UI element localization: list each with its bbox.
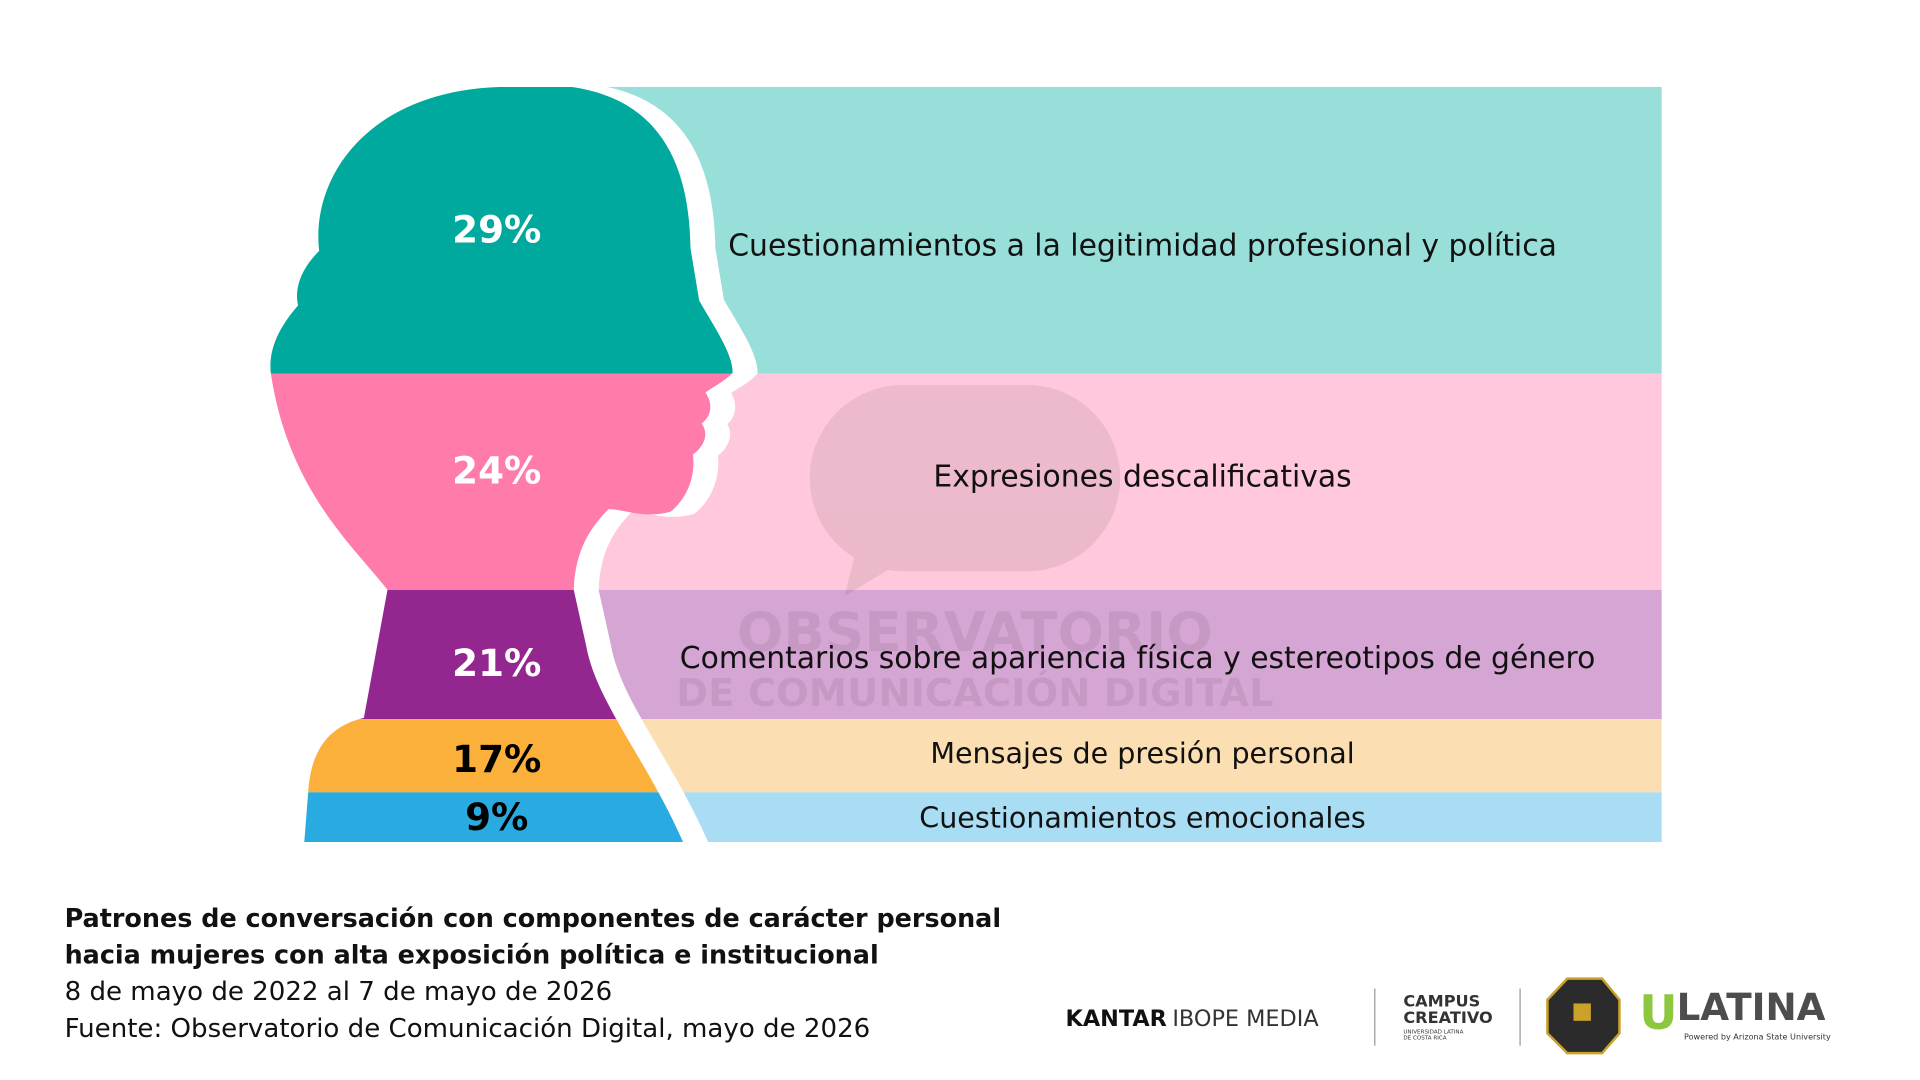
category-label: Expresiones descalificativas	[933, 460, 1351, 495]
subtitle: 8 de mayo de 2022 al 7 de mayo de 2026	[65, 977, 613, 1007]
logo-campus: CAMPUS	[1403, 992, 1480, 1011]
title: Patrones de conversación con componentes…	[65, 904, 1002, 934]
bands	[546, 86, 1662, 843]
logo-ulatina: LATINA	[1677, 985, 1826, 1029]
watermark-bubble	[809, 384, 1121, 572]
logo-ulatina: U	[1639, 986, 1677, 1041]
category-label: Cuestionamientos emocionales	[919, 801, 1366, 835]
value-label: 21%	[452, 641, 541, 685]
band	[546, 792, 1662, 843]
value-label: 24%	[452, 449, 541, 493]
logo-campus: UNIVERSIDAD LATINA	[1403, 1030, 1463, 1036]
value-label: 29%	[452, 208, 541, 252]
logo-badge	[1573, 1003, 1591, 1021]
watermark-tail	[844, 546, 907, 597]
value-label: 9%	[465, 795, 528, 839]
logo-campus: CREATIVO	[1403, 1008, 1492, 1027]
category-label: Comentarios sobre apariencia física y es…	[680, 641, 1596, 676]
title: hacia mujeres con alta exposición políti…	[65, 940, 879, 970]
logo-kantar: KANTAR	[1066, 1006, 1167, 1032]
category-label: Mensajes de presión personal	[930, 736, 1354, 770]
value-label: 17%	[452, 737, 541, 781]
logos: KANTAR IBOPE MEDIA CAMPUS CREATIVO UNIVE…	[1066, 977, 1831, 1055]
watermark-text: OBSERVATORIO	[737, 600, 1213, 664]
category-label: Cuestionamientos a la legitimidad profes…	[728, 229, 1557, 264]
band	[546, 719, 1662, 793]
logo-ulatina: Powered by Arizona State University	[1684, 1032, 1831, 1041]
labels: 29% Cuestionamientos a la legitimidad pro…	[452, 208, 1595, 839]
source: Fuente: Observatorio de Comunicación Dig…	[65, 1014, 871, 1044]
logo-campus: DE COSTA RICA	[1403, 1036, 1446, 1042]
watermark-text: DE COMUNICACIÓN DIGITAL	[676, 669, 1273, 716]
chart: OBSERVATORIO DE COMUNICACIÓN DIGITAL 29%…	[65, 86, 1831, 1055]
watermark: OBSERVATORIO DE COMUNICACIÓN DIGITAL	[676, 384, 1274, 716]
logo-kantar: IBOPE MEDIA	[1172, 1006, 1319, 1032]
head-band	[270, 792, 733, 843]
band	[546, 589, 1662, 720]
